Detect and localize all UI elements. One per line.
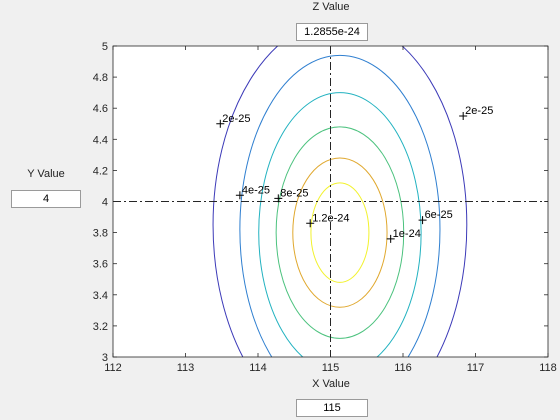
y-tick-label-1: 3.2 bbox=[93, 321, 108, 333]
x-tick-label-6: 118 bbox=[539, 362, 557, 374]
x-tick-label-2: 114 bbox=[249, 362, 267, 374]
x-tick-label-1: 113 bbox=[177, 362, 195, 374]
contour-label-3: 8e-25 bbox=[280, 187, 308, 199]
contour-label-2: 4e-25 bbox=[242, 184, 270, 196]
contour-line-0 bbox=[212, 46, 468, 357]
y-tick-label-2: 3.4 bbox=[93, 290, 108, 302]
y-tick-label-0: 3 bbox=[102, 352, 108, 364]
contour-label-5: 1e-24 bbox=[393, 228, 421, 240]
y-tick-label-4: 3.8 bbox=[93, 228, 108, 240]
contour-label-marker-3 bbox=[274, 194, 283, 203]
contour-label-marker-1 bbox=[459, 111, 468, 120]
x-value-field[interactable] bbox=[296, 399, 368, 417]
contour-line-4 bbox=[292, 157, 388, 308]
y-tick-label-5: 4 bbox=[102, 197, 108, 209]
y-tick-label-9: 4.8 bbox=[93, 72, 108, 84]
x-tick-label-5: 117 bbox=[467, 362, 485, 374]
z-value-label: Z Value bbox=[312, 1, 350, 13]
y-tick-label-6: 4.2 bbox=[93, 165, 108, 177]
contour-label-6: 6e-25 bbox=[425, 209, 453, 221]
contour-label-marker-2 bbox=[235, 191, 244, 200]
z-value-field[interactable] bbox=[296, 23, 368, 41]
contour-label-4: 1.2e-24 bbox=[312, 212, 349, 224]
contour-label-marker-6 bbox=[418, 216, 427, 225]
y-value-label: Y Value bbox=[27, 168, 65, 180]
contour-label-0: 2e-25 bbox=[222, 113, 250, 125]
y-tick-label-7: 4.4 bbox=[93, 134, 108, 146]
y-tick-label-3: 3.6 bbox=[93, 259, 108, 271]
y-tick-label-10: 5 bbox=[102, 41, 108, 53]
x-tick-label-4: 116 bbox=[394, 362, 412, 374]
x-tick-label-0: 112 bbox=[104, 362, 122, 374]
contour-label-marker-0 bbox=[216, 119, 225, 128]
y-tick-label-8: 4.6 bbox=[93, 103, 108, 115]
contour-label-1: 2e-25 bbox=[465, 105, 493, 117]
x-tick-label-3: 115 bbox=[322, 362, 340, 374]
contour-line-2 bbox=[258, 92, 422, 357]
contour-label-marker-5 bbox=[386, 234, 395, 243]
contour-line-1 bbox=[239, 54, 441, 357]
contour-label-marker-4 bbox=[306, 219, 315, 228]
y-value-field[interactable] bbox=[11, 190, 81, 208]
contour-line-5 bbox=[310, 182, 370, 283]
contour-line-3 bbox=[275, 126, 405, 339]
x-value-label: X Value bbox=[312, 378, 350, 390]
